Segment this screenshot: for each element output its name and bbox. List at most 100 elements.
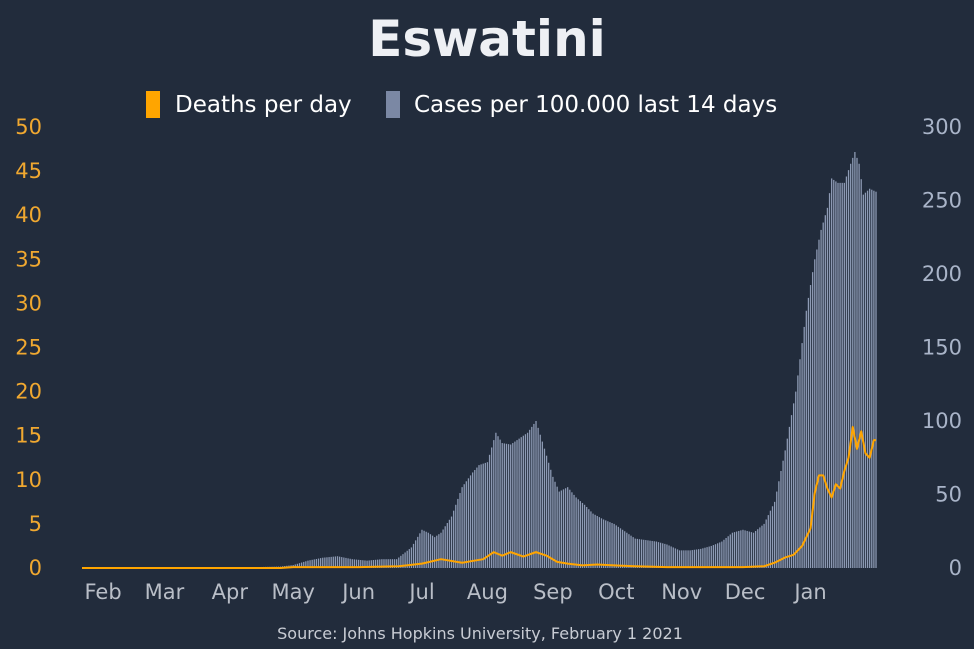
cases-bar: [721, 541, 723, 568]
cases-bar: [776, 491, 778, 568]
cases-bar: [847, 170, 850, 568]
cases-bar: [864, 192, 867, 568]
cases-bar: [845, 176, 848, 569]
cases-bar: [493, 440, 495, 568]
cases-bar: [638, 539, 641, 568]
cases-bar: [328, 557, 330, 568]
cases-bar: [807, 297, 810, 568]
cases-bar: [484, 462, 486, 568]
cases-bar: [871, 189, 873, 568]
cases-bar: [649, 540, 651, 568]
cases-bar: [512, 443, 514, 568]
cases-bar: [651, 540, 653, 568]
cases-bar: [607, 521, 609, 568]
cases-bar: [311, 559, 313, 568]
cases-bar: [681, 550, 683, 568]
x-tick-label: Sep: [533, 580, 573, 604]
cases-bar: [740, 530, 742, 568]
cases-bar: [550, 469, 552, 568]
cases-bar: [516, 440, 518, 568]
legend-swatch-deaths: [146, 91, 160, 118]
cases-bar: [425, 531, 427, 568]
cases-bar: [472, 472, 474, 568]
left-tick-label: 5: [29, 512, 42, 536]
cases-bar: [712, 545, 715, 568]
cases-bar: [710, 545, 712, 568]
cases-bar: [782, 460, 784, 568]
cases-bar: [820, 229, 822, 568]
right-tick-label: 250: [922, 189, 962, 213]
cases-bar: [560, 490, 562, 568]
cases-bar: [691, 550, 693, 568]
cases-bar: [725, 538, 727, 568]
left-tick-label: 30: [15, 291, 42, 315]
cases-bar: [510, 444, 512, 568]
cases-bar: [666, 544, 668, 568]
cases-bar: [727, 536, 729, 568]
cases-bar: [360, 560, 362, 568]
cases-bar: [588, 509, 590, 568]
cases-bar: [303, 561, 305, 568]
cases-bar: [434, 537, 436, 568]
cases-bar: [596, 515, 598, 568]
cases-bar: [693, 549, 696, 568]
cases-bar: [400, 555, 402, 568]
cases-bar: [866, 190, 869, 568]
cases-bar: [334, 556, 337, 568]
cases-bar: [535, 421, 537, 568]
cases-bar: [583, 504, 586, 568]
cases-bar: [615, 525, 617, 568]
cases-bar: [431, 535, 434, 568]
left-tick-label: 15: [15, 424, 42, 448]
cases-bar: [683, 550, 685, 568]
cases-bar: [856, 157, 858, 568]
right-tick-label: 150: [922, 336, 962, 360]
cases-bar: [801, 343, 803, 568]
cases-bar: [662, 543, 664, 568]
cases-bar: [744, 530, 746, 568]
cases-bar: [862, 194, 864, 568]
cases-bar: [396, 559, 398, 568]
legend-label-cases: Cases per 100.000 last 14 days: [414, 92, 777, 118]
cases-bar: [537, 427, 539, 568]
cases-bar: [507, 444, 510, 568]
cases-bar: [843, 182, 845, 569]
x-axis: Feb Mar Apr May Jun Jul Aug Sep Oct Nov Dec Jan: [85, 580, 827, 604]
cases-bar: [697, 549, 700, 568]
cases-bar: [417, 536, 419, 568]
cases-bar: [526, 432, 529, 568]
cases-bar: [564, 488, 567, 568]
cases-bar: [835, 181, 837, 568]
cases-bar: [594, 514, 596, 568]
cases-bar: [501, 443, 503, 568]
cases-bar: [581, 502, 584, 568]
cases-bar: [626, 532, 628, 568]
cases-bar: [780, 470, 782, 568]
cases-bar: [600, 518, 603, 568]
cases-bar: [322, 557, 324, 568]
cases-bar: [366, 560, 368, 568]
cases-bar: [457, 498, 459, 568]
cases-bar: [315, 558, 318, 568]
cases-bar: [590, 511, 592, 568]
cases-bar: [491, 447, 493, 568]
cases-bar: [809, 285, 812, 568]
cases-bar: [355, 559, 358, 568]
cases-bar: [805, 310, 807, 568]
cases-bar: [531, 426, 533, 568]
cases-bar: [495, 432, 497, 568]
cases-bar: [632, 537, 634, 568]
cases-bar: [349, 558, 351, 568]
cases-bar: [668, 545, 670, 568]
cases-bar: [533, 423, 535, 568]
cases-bar: [689, 550, 691, 568]
cases-bar: [427, 532, 429, 568]
cases-bar: [455, 504, 457, 568]
cases-bar: [704, 547, 706, 568]
cases-bar: [605, 520, 607, 568]
x-tick-label: Dec: [725, 580, 766, 604]
cases-bar: [812, 272, 814, 568]
cases-bar: [381, 559, 383, 568]
cases-bar: [790, 415, 793, 568]
